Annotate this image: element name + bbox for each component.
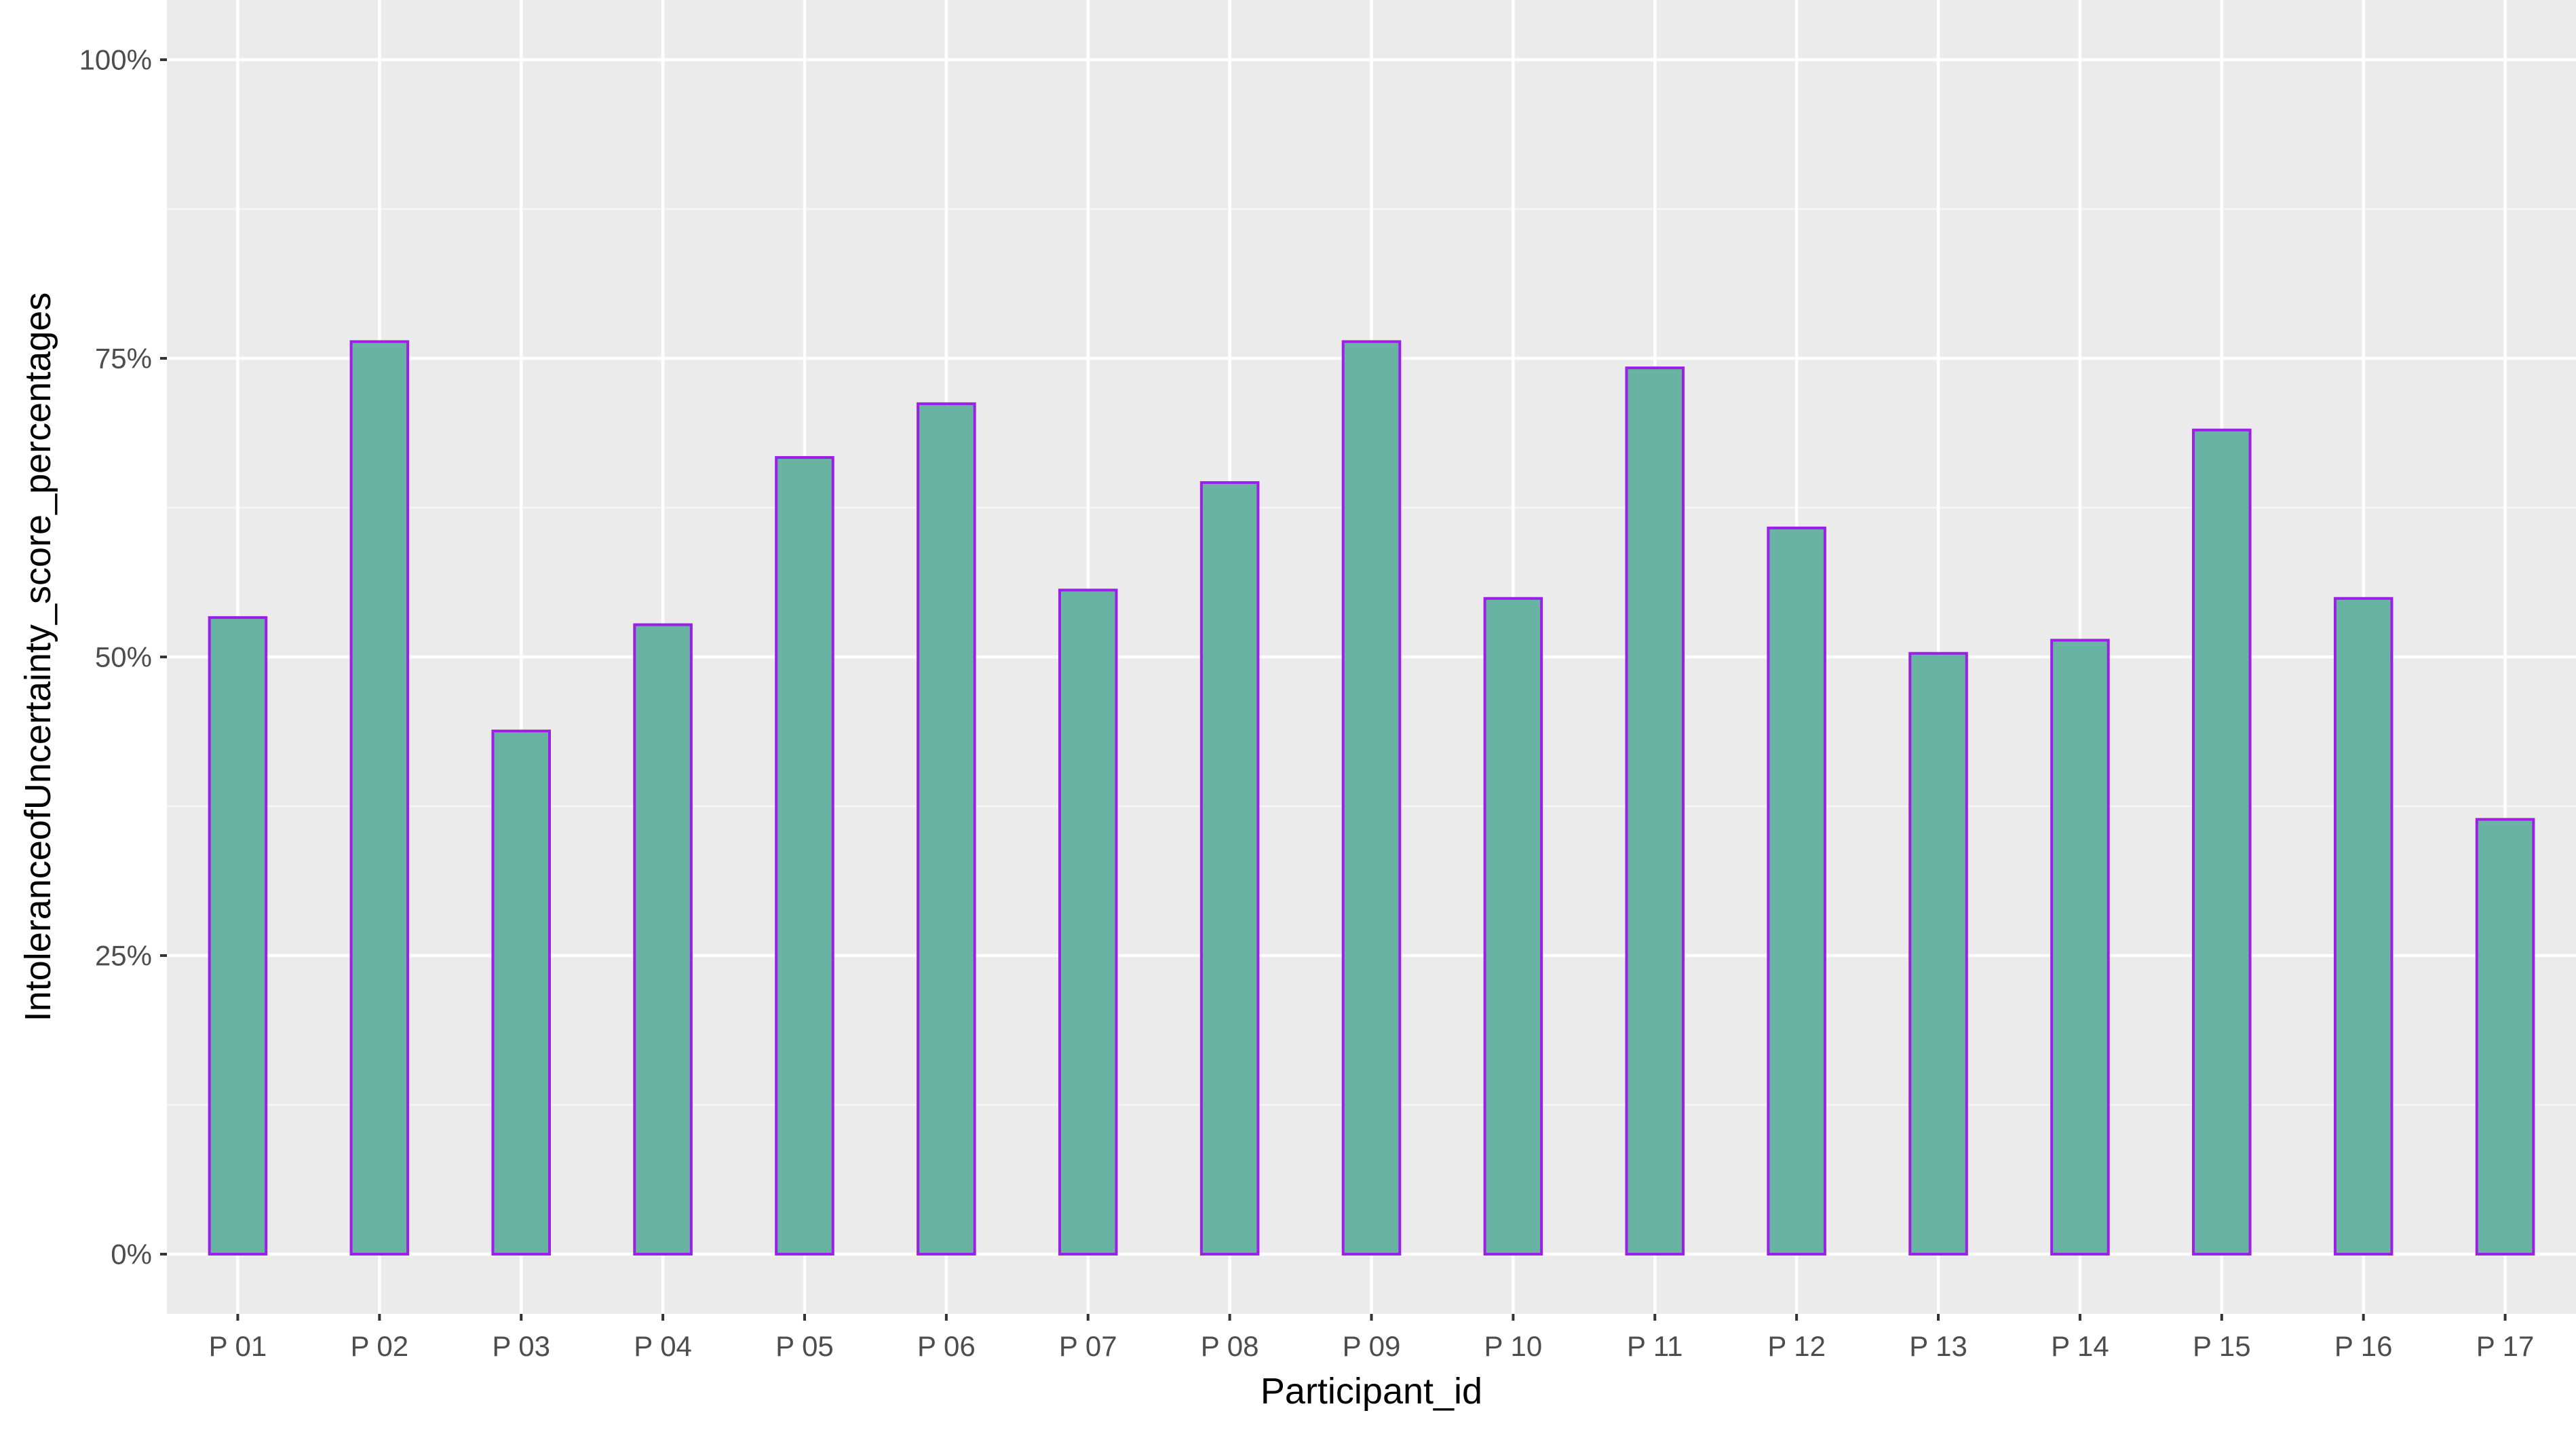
bar-p07 (1058, 588, 1118, 1256)
bar-series (208, 340, 2535, 1256)
bar-p14 (2050, 639, 2110, 1256)
x-tick-label: P 08 (1201, 1330, 1259, 1362)
x-tick-label: P 14 (2051, 1330, 2109, 1362)
bar-p08 (1199, 481, 1260, 1256)
x-tick-label: P 03 (492, 1330, 550, 1362)
bar-p06 (917, 402, 976, 1256)
x-tick-label: P 04 (634, 1330, 692, 1362)
x-tick-label: P 11 (1627, 1330, 1683, 1362)
bar-p09 (1341, 340, 1402, 1256)
bar-p01 (208, 616, 268, 1256)
bar-p12 (1767, 526, 1826, 1256)
x-tick-label: P 07 (1059, 1330, 1117, 1362)
x-tick-label: P 09 (1343, 1330, 1401, 1362)
x-tick-label: P 10 (1484, 1330, 1543, 1362)
y-tick-label: 50% (95, 641, 152, 673)
bar-p02 (349, 340, 410, 1256)
y-tick-label: 100% (79, 44, 152, 76)
bar-p04 (633, 623, 693, 1256)
bar-p03 (491, 730, 551, 1256)
x-axis-ticks: P 01 P 02 P 03 P 04 P 05 P 06 P 07 P 08 P 09 P 10… (209, 1314, 2535, 1362)
bar-p11 (1625, 366, 1685, 1256)
x-tick-label: P 02 (351, 1330, 409, 1362)
y-tick-label: 0% (111, 1239, 152, 1270)
x-tick-label: P 01 (209, 1330, 267, 1362)
x-tick-label: P 13 (1909, 1330, 1967, 1362)
y-tick-label: 25% (95, 940, 152, 972)
y-axis-ticks: 0% 25% 50% 75% 100% (79, 44, 167, 1270)
y-axis-title: IntoleranceofUncertainty_score_percentag… (18, 293, 58, 1022)
x-tick-label: P 12 (1767, 1330, 1826, 1362)
bar-p05 (775, 456, 834, 1256)
x-tick-label: P 15 (2193, 1330, 2251, 1362)
bar-p15 (2192, 428, 2252, 1256)
x-tick-label: P 17 (2476, 1330, 2535, 1362)
bar-p17 (2475, 818, 2535, 1256)
x-tick-label: P 05 (775, 1330, 834, 1362)
bar-p16 (2333, 597, 2394, 1256)
x-tick-label: P 16 (2334, 1330, 2393, 1362)
bar-p13 (1908, 652, 1968, 1256)
y-tick-label: 75% (95, 343, 152, 375)
x-tick-label: P 06 (917, 1330, 976, 1362)
x-axis-title: Participant_id (1261, 1371, 1482, 1412)
bar-p10 (1483, 597, 1543, 1256)
